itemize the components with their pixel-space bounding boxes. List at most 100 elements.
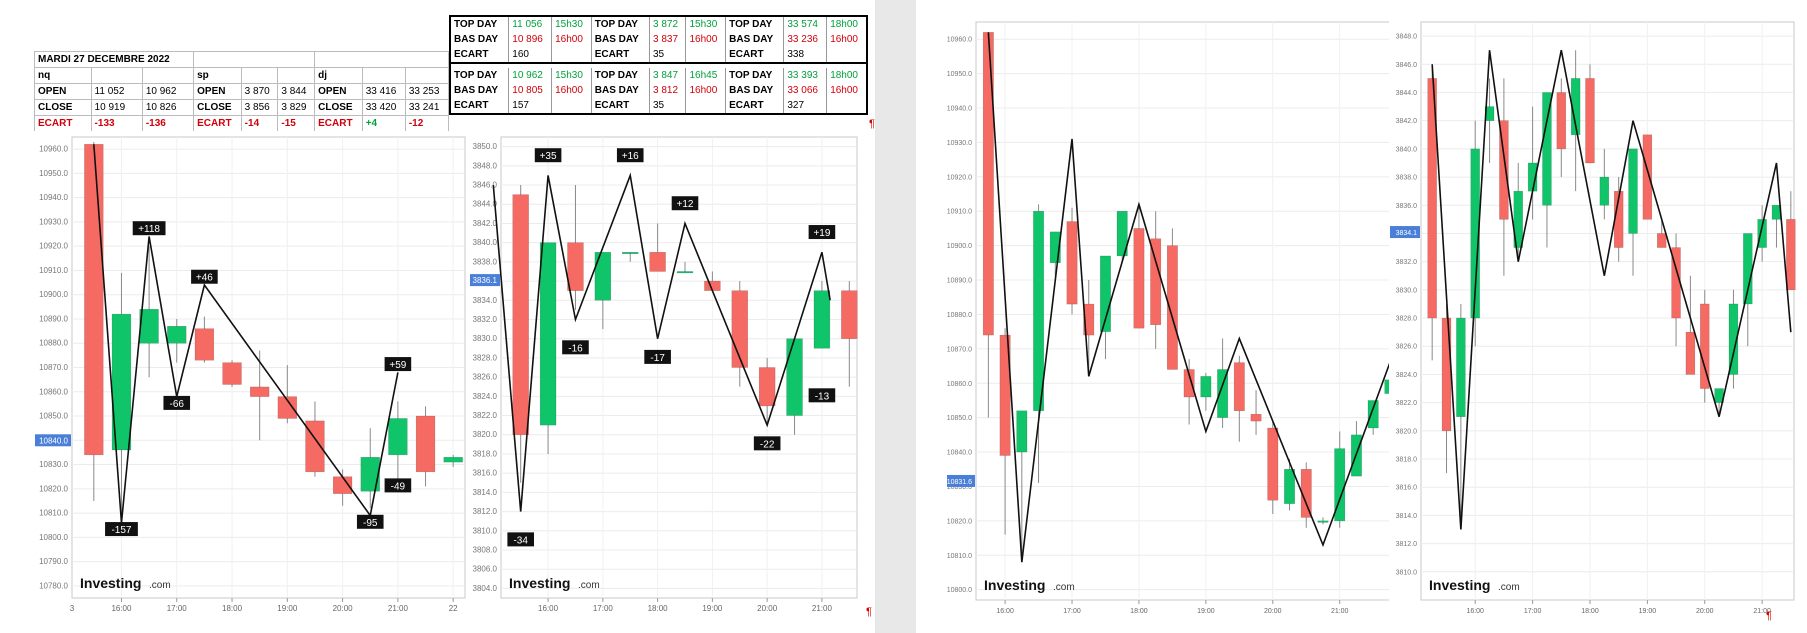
swing-label-text: -66: [170, 399, 185, 410]
close-label: CLOSE: [314, 99, 363, 116]
y-tick-label: 10870.0: [39, 363, 68, 372]
current-price-tag: 3836.1: [470, 274, 500, 287]
row-time: [551, 47, 592, 63]
row-value: 3 837: [649, 32, 687, 47]
swing-label-bg: [562, 340, 589, 355]
y-tick-label: 3826.0: [473, 373, 498, 382]
candle-body: [1049, 231, 1061, 264]
y-tick-label: 10790.0: [39, 557, 68, 566]
candle-down: [1267, 421, 1279, 514]
y-tick-label: 10880.0: [947, 312, 972, 319]
y-tick-label: 10920.0: [947, 174, 972, 181]
swing-label-text: -22: [760, 439, 775, 450]
y-tick-label: 3814.0: [1396, 513, 1418, 520]
row-value: 11 056: [508, 16, 553, 32]
swing-label: +12: [671, 196, 699, 211]
candle-body: [1066, 221, 1078, 305]
y-tick-label: 10950.0: [947, 71, 972, 78]
candle-up: [594, 252, 612, 330]
price-tag-text: 3834.1: [1396, 230, 1418, 237]
row-value: 3 812: [649, 83, 687, 98]
ecart-label: ECART: [193, 115, 242, 132]
bas-day-row: BAS DAY 10 896 16h00 BAS DAY 3 837 16h00 BAS D…: [450, 32, 868, 47]
row-value: 10 805: [508, 83, 553, 98]
y-tick-label: 10960.0: [39, 145, 68, 154]
candle-body: [1456, 317, 1466, 417]
swing-label-bg: [384, 357, 412, 372]
y-tick-label: 3816.0: [473, 469, 498, 478]
swing-label: -22: [753, 436, 781, 451]
open-label: OPEN: [193, 83, 242, 100]
row-label: BAS DAY: [725, 32, 785, 47]
candle-body: [84, 144, 104, 456]
ecart-value: -14: [240, 115, 279, 132]
row-time: [685, 47, 727, 63]
candle-up: [1728, 289, 1739, 389]
y-tick-label: 3844.0: [1396, 90, 1418, 97]
y-tick-label: 10860.0: [39, 387, 68, 396]
x-tick-label: 18:00: [1130, 608, 1148, 615]
candle-down: [1700, 289, 1710, 403]
candle-body: [539, 242, 557, 426]
candlestick-chart: 3810.0 3812.0 3814.0 3816.0 3818.0 3820.0 3822…: [1390, 21, 1796, 615]
candle-down: [1066, 207, 1078, 315]
close-value: 10 919: [90, 99, 143, 116]
candle-body: [1317, 520, 1329, 523]
y-tick-label: 3816.0: [1396, 485, 1418, 492]
candle-down: [250, 350, 270, 441]
candle-body: [1427, 78, 1437, 319]
instrument-row: nq sp dj: [34, 67, 450, 84]
y-tick-label: 10880.0: [39, 339, 68, 348]
row-label: ECART: [450, 98, 510, 114]
bas-day-row: BAS DAY 10 805 16h00 BAS DAY 3 812 16h00 BAS D…: [450, 83, 868, 98]
row-time: 15h30: [551, 68, 592, 83]
right-sheet: 10800.0 10810.0 10820.0 10830.0 10840.0 10850…: [916, 0, 1807, 633]
y-tick-label: 3810.0: [1396, 569, 1418, 576]
swing-label-text: -17: [650, 353, 665, 364]
swing-label: -13: [808, 388, 836, 403]
candlestick-chart: 10800.0 10810.0 10820.0 10830.0 10840.0 10850…: [947, 21, 1413, 615]
candle-down: [1233, 355, 1245, 442]
instrument-name: sp: [193, 67, 242, 84]
ecart-row: ECART 160 ECART 35 ECART 338: [450, 47, 868, 63]
candle-body: [1217, 369, 1229, 418]
row-value: 3 872: [649, 16, 687, 32]
candle-up: [813, 281, 831, 349]
candle-up: [1456, 303, 1466, 530]
x-tick-label: 20:00: [1696, 608, 1714, 615]
candlestick-chart: 10780.0 10790.0 10800.0 10810.0 10820.0 10830…: [35, 136, 466, 613]
x-tick-label: 19:00: [1639, 608, 1657, 615]
y-tick-label: 3812.0: [1396, 541, 1418, 548]
candle-down: [1642, 134, 1653, 220]
swing-label-text: -157: [111, 525, 131, 536]
y-tick-label: 10870.0: [947, 346, 972, 353]
candle-up: [1116, 210, 1128, 263]
candle-up: [1100, 255, 1111, 360]
y-tick-label: 3804.0: [473, 584, 498, 593]
swing-label-bg: [671, 196, 699, 211]
candle-up: [1513, 162, 1523, 262]
candle-body: [194, 328, 215, 361]
x-tick-label: 18:00: [1581, 608, 1599, 615]
swing-label: -17: [644, 349, 671, 364]
investing-logo: Investing: [1429, 577, 1490, 593]
investing-logo: Investing: [984, 577, 1045, 593]
y-tick-label: 3846.0: [1396, 62, 1418, 69]
x-tick-label: 16:00: [996, 608, 1014, 615]
row-time: [826, 47, 868, 63]
swing-label: -95: [356, 514, 384, 529]
swing-label-bg: [191, 269, 218, 284]
candle-body: [1133, 228, 1145, 329]
swing-label-text: +59: [389, 360, 406, 371]
y-tick-label: 3842.0: [1396, 118, 1418, 125]
candle-body: [567, 242, 584, 291]
y-tick-label: 10840.0: [947, 450, 972, 457]
open-label: OPEN: [314, 83, 363, 100]
swing-label-bg: [808, 388, 836, 403]
row-time: 15h30: [685, 16, 727, 32]
candle-body: [388, 418, 408, 456]
candle-body: [813, 290, 831, 349]
row-time: 16h00: [685, 83, 727, 98]
instrument-name: nq: [34, 67, 92, 84]
chart-nq-left: 10780.0 10790.0 10800.0 10810.0 10820.0 10830…: [34, 131, 469, 618]
